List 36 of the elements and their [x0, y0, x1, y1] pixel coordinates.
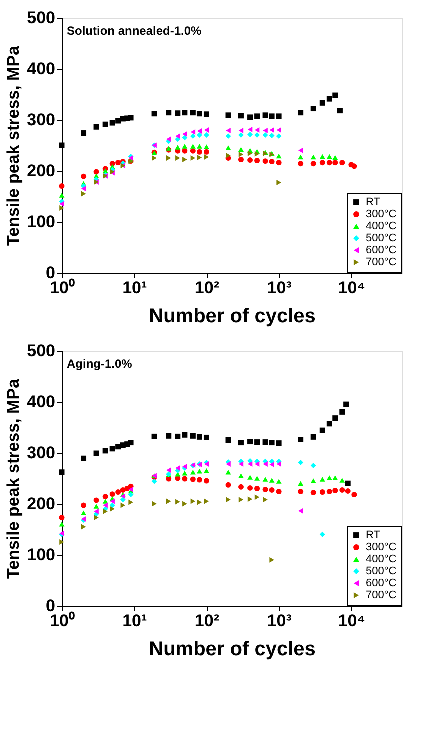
x-tick-label: 10¹ [122, 612, 148, 630]
y-tick-label: 300 [27, 110, 56, 130]
x-tick-label: 10² [194, 278, 220, 298]
y-axis-title: Tensile peak stress, MPa [4, 378, 24, 580]
y-tick-label: 200 [27, 494, 56, 514]
y-tick-label: 100 [27, 546, 56, 564]
x-tick-label: 10² [194, 612, 220, 630]
y-tick-label: 500 [27, 8, 56, 28]
legend-label: 400°C [366, 220, 397, 232]
legend-label: 300°C [366, 208, 397, 220]
legend-label: 600°C [366, 244, 397, 256]
x-tick-label: 10³ [267, 612, 292, 630]
x-axis-title: Number of cycles [149, 638, 316, 660]
y-tick-label: 400 [27, 392, 56, 412]
legend-label: 400°C [366, 554, 397, 566]
legend-label: 700°C [366, 256, 397, 268]
y-tick-label: 200 [27, 162, 56, 180]
annotation: Aging-1.0% [67, 357, 133, 371]
legend-label: 300°C [366, 542, 397, 554]
annotation: Solution annealed-1.0% [67, 24, 202, 38]
x-tick-label: 10⁴ [338, 612, 366, 630]
legend-label: 500°C [366, 566, 397, 578]
legend-label: 500°C [366, 232, 397, 244]
legend-label: 600°C [366, 578, 397, 590]
x-tick-label: 10⁴ [338, 278, 366, 298]
y-tick-label: 500 [27, 342, 56, 360]
y-tick-label: 400 [27, 60, 56, 78]
legend-label: RT [366, 530, 381, 542]
y-tick-label: 100 [27, 212, 56, 232]
legend-label: RT [366, 196, 381, 208]
y-tick-label: 300 [27, 444, 56, 462]
y-axis-title: Tensile peak stress, MPa [4, 45, 24, 246]
legend-label: 700°C [366, 590, 397, 602]
x-axis-title: Number of cycles [149, 306, 316, 328]
x-tick-label: 10³ [267, 278, 292, 298]
x-tick-label: 10¹ [122, 278, 148, 298]
